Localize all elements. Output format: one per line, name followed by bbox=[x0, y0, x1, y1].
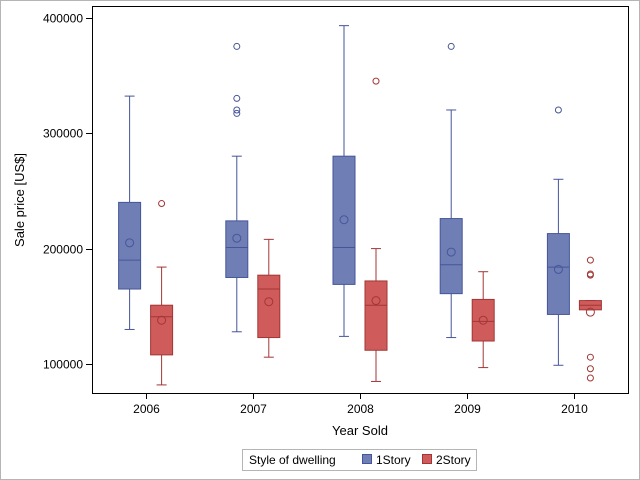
outlier-point bbox=[233, 106, 241, 114]
mean-marker bbox=[371, 296, 381, 306]
legend-swatch-2story bbox=[422, 454, 432, 464]
outlier-point bbox=[586, 353, 594, 361]
y-axis-label: Sale price [US$] bbox=[12, 153, 27, 247]
outlier-point bbox=[586, 270, 594, 278]
interquartile-box bbox=[257, 274, 281, 339]
outlier-point bbox=[233, 109, 241, 117]
y-tick-label: 400000 bbox=[43, 12, 83, 26]
y-axis: 100000 200000 300000 400000 bbox=[43, 12, 92, 372]
y-tick-label: 200000 bbox=[43, 243, 83, 257]
box-1story-2006 bbox=[118, 95, 142, 330]
mean-marker bbox=[339, 215, 349, 225]
x-tick-label: 2009 bbox=[454, 402, 481, 416]
box-1story-2009 bbox=[439, 42, 463, 339]
interquartile-box bbox=[364, 280, 388, 351]
outlier-point bbox=[586, 374, 594, 382]
interquartile-box bbox=[118, 201, 142, 290]
mean-marker bbox=[157, 315, 167, 325]
x-axis: 2006 2007 2008 2009 2010 bbox=[133, 393, 588, 416]
box-2story-2010 bbox=[578, 256, 602, 382]
mean-marker bbox=[585, 307, 595, 317]
mean-marker bbox=[446, 247, 456, 257]
x-tick-label: 2008 bbox=[347, 402, 374, 416]
interquartile-box bbox=[150, 304, 174, 356]
interquartile-box bbox=[332, 155, 356, 285]
box-2story-2009 bbox=[471, 271, 495, 369]
y-tick-label: 100000 bbox=[43, 358, 83, 372]
x-axis-label: Year Sold bbox=[332, 423, 388, 438]
legend-label-2story: 2Story bbox=[436, 453, 471, 467]
outlier-point bbox=[586, 256, 594, 264]
outlier-point bbox=[447, 42, 455, 50]
legend-title: Style of dwelling bbox=[249, 453, 336, 467]
x-tick-label: 2010 bbox=[561, 402, 588, 416]
x-tick-label: 2006 bbox=[133, 402, 160, 416]
mean-marker bbox=[264, 297, 274, 307]
box-2story-2008 bbox=[364, 77, 388, 382]
mean-marker bbox=[553, 264, 563, 274]
outlier-point bbox=[586, 365, 594, 373]
outlier-point bbox=[158, 200, 166, 208]
interquartile-box bbox=[225, 220, 249, 278]
legend-swatch-1story bbox=[362, 454, 372, 464]
legend-frame bbox=[242, 449, 477, 471]
plot-area bbox=[92, 6, 629, 394]
box-2story-2006 bbox=[150, 200, 174, 386]
legend-label-1story: 1Story bbox=[376, 453, 411, 467]
outlier-point bbox=[372, 77, 380, 85]
outlier-point bbox=[233, 42, 241, 50]
interquartile-box bbox=[471, 298, 495, 342]
box-2story-2007 bbox=[257, 238, 281, 358]
box-groups bbox=[118, 25, 602, 386]
outlier-point bbox=[233, 94, 241, 102]
legend: Style of dwelling 1Story 2Story bbox=[242, 449, 477, 471]
outlier-point bbox=[554, 106, 562, 114]
mean-marker bbox=[232, 233, 242, 243]
mean-marker bbox=[125, 238, 135, 248]
box-1story-2008 bbox=[332, 25, 356, 337]
x-tick-label: 2007 bbox=[240, 402, 267, 416]
box-1story-2007 bbox=[225, 42, 249, 333]
mean-marker bbox=[478, 315, 488, 325]
y-tick-label: 300000 bbox=[43, 127, 83, 141]
interquartile-box bbox=[546, 233, 570, 315]
box-1story-2010 bbox=[546, 106, 570, 366]
